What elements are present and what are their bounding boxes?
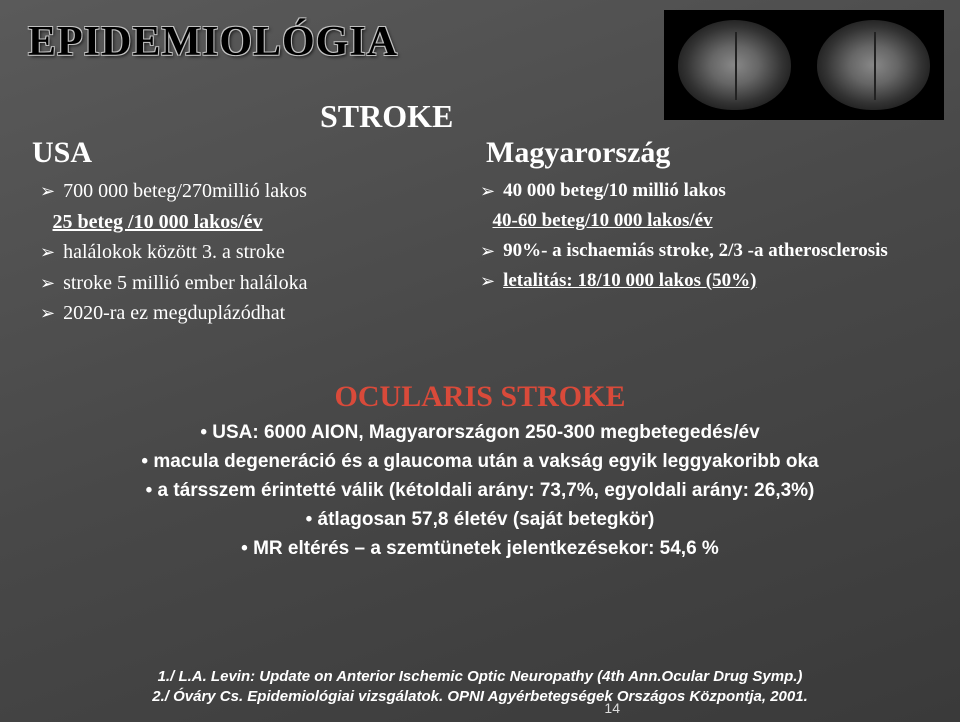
list-item: ➢ 90%- a ischaemiás stroke, 2/3 -a ather… xyxy=(480,238,920,265)
heading-stroke: STROKE xyxy=(320,98,453,135)
list-item: ➢ 700 000 beteg/270millió lakos xyxy=(40,178,480,206)
heading-ocularis-stroke: OCULARIS STROKE xyxy=(0,380,960,414)
heading-usa: USA xyxy=(32,136,92,170)
bullet-subtext: 25 beteg /10 000 lakos/év xyxy=(53,209,481,237)
bullet-icon: ➢ xyxy=(480,178,495,205)
list-item: • átlagosan 57,8 életév (saját betegkör) xyxy=(40,509,920,531)
brain-scan-right xyxy=(805,12,942,118)
brain-scan-image xyxy=(664,10,944,120)
bullet-subtext: 40-60 beteg/10 000 lakos/év xyxy=(493,208,921,234)
bullet-icon: ➢ xyxy=(480,238,495,265)
reference-line: 1./ L.A. Levin: Update on Anterior Ische… xyxy=(40,667,920,687)
list-item: • USA: 6000 AION, Magyarországon 250-300… xyxy=(40,422,920,444)
bullet-icon: ➢ xyxy=(40,300,55,327)
bullet-text: 2020-ra ez megduplázódhat xyxy=(63,300,480,328)
lower-bullets: • USA: 6000 AION, Magyarországon 250-300… xyxy=(40,422,920,567)
list-item: • MR eltérés – a szemtünetek jelentkezés… xyxy=(40,538,920,560)
bullet-spacer xyxy=(480,208,485,235)
bullet-spacer xyxy=(40,209,45,236)
list-item: ➢ halálokok között 3. a stroke xyxy=(40,239,480,267)
bullet-text: 700 000 beteg/270millió lakos xyxy=(63,178,480,206)
slide-title: EPIDEMIOLÓGIA xyxy=(28,18,398,66)
list-item: • a társszem érintetté válik (kétoldali … xyxy=(40,480,920,502)
bullet-text: letalitás: 18/10 000 lakos (50%) xyxy=(503,268,920,294)
brain-scan-left xyxy=(666,12,803,118)
list-item: • macula degeneráció és a glaucoma után … xyxy=(40,451,920,473)
list-item: ➢ 2020-ra ez megduplázódhat xyxy=(40,300,480,328)
bullet-text: stroke 5 millió ember haláloka xyxy=(63,270,480,298)
list-item: 25 beteg /10 000 lakos/év xyxy=(40,209,480,237)
list-item: ➢ 40 000 beteg/10 millió lakos xyxy=(480,178,920,205)
page-number: 14 xyxy=(0,700,620,716)
bullet-icon: ➢ xyxy=(480,268,495,295)
hungary-column: ➢ 40 000 beteg/10 millió lakos 40-60 bet… xyxy=(480,178,920,298)
bullet-icon: ➢ xyxy=(40,178,55,205)
bullet-text: 40 000 beteg/10 millió lakos xyxy=(503,178,920,204)
bullet-text: 90%- a ischaemiás stroke, 2/3 -a atheros… xyxy=(503,238,920,264)
list-item: ➢ stroke 5 millió ember haláloka xyxy=(40,270,480,298)
bullet-icon: ➢ xyxy=(40,239,55,266)
bullet-icon: ➢ xyxy=(40,270,55,297)
list-item: 40-60 beteg/10 000 lakos/év xyxy=(480,208,920,235)
list-item: ➢ letalitás: 18/10 000 lakos (50%) xyxy=(480,268,920,295)
usa-column: ➢ 700 000 beteg/270millió lakos 25 beteg… xyxy=(40,178,480,331)
heading-hungary: Magyarország xyxy=(486,136,670,170)
bullet-text: halálokok között 3. a stroke xyxy=(63,239,480,267)
